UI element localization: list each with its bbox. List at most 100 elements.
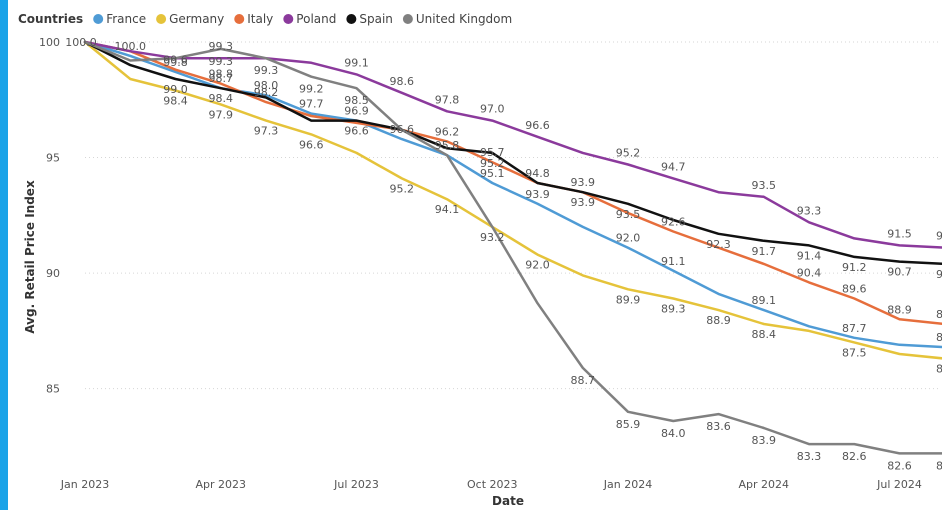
data-label: 99.2 bbox=[299, 83, 324, 96]
x-tick-label: Apr 2023 bbox=[195, 478, 246, 491]
data-label: 84.0 bbox=[661, 427, 686, 440]
data-label: 83. bbox=[936, 459, 942, 472]
x-axis-ticks: Jan 2023 Apr 2023 Jul 2023 Oct 2023 Jan 2024… bbox=[60, 478, 922, 491]
data-label: 96.6 bbox=[390, 123, 415, 136]
data-label: 86. bbox=[936, 331, 942, 344]
y-tick-label: 90 bbox=[46, 267, 60, 280]
data-label: 97.7 bbox=[299, 98, 324, 111]
x-tick-label: Jul 2023 bbox=[333, 478, 379, 491]
data-label: 100.0 bbox=[65, 36, 97, 49]
x-tick-label: Jul 2024 bbox=[876, 478, 922, 491]
series-line-poland[interactable] bbox=[83, 40, 942, 249]
data-label: 98.5 bbox=[344, 94, 369, 107]
data-label: 96.2 bbox=[435, 125, 460, 138]
x-tick-label: Oct 2023 bbox=[467, 478, 518, 491]
data-label: 99.0 bbox=[163, 83, 188, 96]
legend-item-united-kingdom[interactable]: United Kingdom bbox=[402, 12, 512, 26]
y-tick-label: 100 bbox=[39, 36, 60, 49]
data-label: 88.7 bbox=[571, 374, 596, 387]
legend-marker bbox=[402, 14, 413, 24]
data-label: 92.0 bbox=[616, 232, 641, 245]
data-label: 95.1 bbox=[480, 167, 505, 180]
data-label: 91.2 bbox=[842, 261, 867, 274]
data-label: 90.4 bbox=[797, 266, 822, 279]
data-label: 99.6 bbox=[163, 54, 188, 67]
data-label: 94.8 bbox=[525, 167, 550, 180]
data-label: 96.6 bbox=[525, 119, 550, 132]
series-line-germany[interactable] bbox=[83, 40, 942, 360]
legend-marker bbox=[156, 14, 167, 24]
x-tick-label: Jan 2024 bbox=[603, 478, 652, 491]
data-label: 99.1 bbox=[344, 56, 369, 69]
data-label: 83.3 bbox=[797, 450, 822, 463]
data-label: 95.7 bbox=[480, 146, 505, 159]
data-label: 92.6 bbox=[661, 216, 686, 229]
data-label: 96.9 bbox=[344, 105, 369, 118]
series-line-united-kingdom[interactable] bbox=[83, 40, 942, 455]
data-label: 99.3 bbox=[209, 40, 234, 53]
legend-item-germany[interactable]: Germany bbox=[156, 12, 224, 26]
data-label: 89.3 bbox=[661, 303, 686, 316]
data-label: 91.1 bbox=[661, 255, 686, 268]
x-axis-title: Date bbox=[492, 494, 524, 508]
data-label: 98.4 bbox=[209, 92, 234, 105]
data-label: 93.5 bbox=[752, 179, 777, 192]
data-label: 93.3 bbox=[797, 204, 822, 217]
legend-label: Poland bbox=[296, 12, 336, 26]
legend-item-spain[interactable]: Spain bbox=[346, 12, 393, 26]
data-label: 91. bbox=[936, 230, 942, 243]
data-label: 94.7 bbox=[661, 160, 686, 173]
data-label: 93.9 bbox=[571, 176, 596, 189]
legend-label: Spain bbox=[359, 12, 393, 26]
data-label: 95.2 bbox=[480, 157, 505, 170]
data-label: 92.3 bbox=[706, 238, 731, 251]
data-label: 82.6 bbox=[842, 450, 867, 463]
legend-marker bbox=[93, 14, 104, 24]
data-label: 96.6 bbox=[344, 125, 369, 138]
data-label: 92.0 bbox=[525, 259, 550, 272]
data-label: 99.3 bbox=[254, 64, 279, 77]
data-label: 91.7 bbox=[752, 245, 777, 258]
legend-item-poland[interactable]: Poland bbox=[283, 12, 336, 26]
legend-item-france[interactable]: France bbox=[93, 12, 146, 26]
y-axis-title: Avg. Retail Price Index bbox=[23, 180, 37, 334]
data-label: 89.1 bbox=[752, 294, 777, 307]
data-label: 82.6 bbox=[887, 459, 912, 472]
legend-item-italy[interactable]: Italy bbox=[234, 12, 273, 26]
data-label: 87.7 bbox=[842, 322, 867, 335]
legend-label: United Kingdom bbox=[416, 12, 512, 26]
data-label: 87.5 bbox=[842, 346, 867, 359]
legend-title: Countries bbox=[18, 12, 83, 26]
series-line-spain[interactable] bbox=[83, 40, 942, 266]
data-label: 86. bbox=[936, 363, 942, 376]
data-label: 98.8 bbox=[209, 68, 234, 81]
data-label: 95.2 bbox=[616, 146, 641, 159]
series-line-italy[interactable] bbox=[83, 40, 942, 325]
data-label: 88. bbox=[936, 308, 942, 321]
series-lines bbox=[83, 40, 942, 455]
data-label: 96.6 bbox=[299, 138, 324, 151]
legend: Countries France Germany Italy Poland Spain U… bbox=[18, 12, 512, 26]
data-label: 91.4 bbox=[797, 249, 822, 262]
data-label: 98.6 bbox=[390, 75, 415, 88]
data-label: 98.4 bbox=[163, 95, 188, 108]
data-label: 93.2 bbox=[480, 231, 505, 244]
data-label: 97.8 bbox=[435, 93, 460, 106]
data-label: 94.1 bbox=[435, 203, 460, 216]
data-label: 90.7 bbox=[887, 266, 912, 279]
data-label: 88.4 bbox=[752, 328, 777, 341]
data-label: 93.9 bbox=[571, 196, 596, 209]
y-tick-label: 85 bbox=[46, 383, 60, 396]
data-label: 88.9 bbox=[887, 303, 912, 316]
y-tick-label: 95 bbox=[46, 152, 60, 165]
data-label: 98.0 bbox=[254, 79, 279, 92]
data-label: 100.0 bbox=[115, 40, 147, 53]
y-axis-ticks: 85 90 95 100 bbox=[39, 36, 60, 396]
data-label: 98.7 bbox=[209, 72, 234, 85]
data-label: 95.8 bbox=[435, 139, 460, 152]
data-label: 99.8 bbox=[163, 56, 188, 69]
left-accent-bar bbox=[0, 0, 8, 510]
data-label: 99.3 bbox=[209, 55, 234, 68]
legend-marker bbox=[283, 14, 294, 24]
data-label: 89.6 bbox=[842, 283, 867, 296]
